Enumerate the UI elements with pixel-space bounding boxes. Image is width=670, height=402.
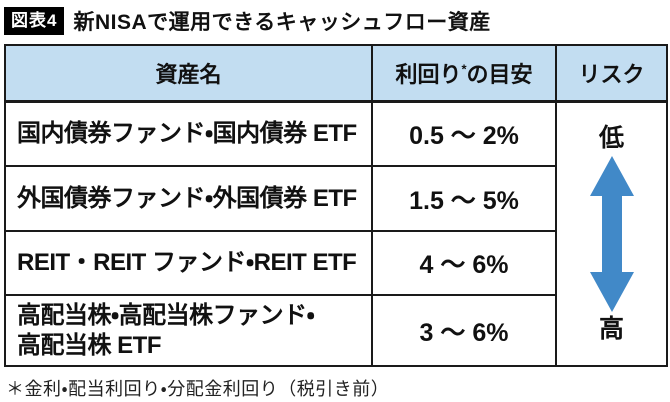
table-row-high-dividend-stocks: 高配当株・高配当株ファンド・ 高配当株 ETF 3 ～ 6% — [4, 294, 667, 367]
yield-cell: 3 ～ 6% — [371, 294, 557, 367]
asset-name-cell: 国内債券ファンド・国内債券 ETF — [4, 100, 373, 167]
yield-header-text: 利回り — [395, 61, 462, 87]
table-row-foreign-bonds: 外国債券ファンド・外国債券 ETF 1.5 ～ 5% — [4, 165, 667, 232]
footnote: ＊金利・配当利回り・分配金利回り（税引き前） — [6, 379, 390, 399]
figure-header: 図表4 新NISAで運用できるキャッシュフロー資産 — [4, 5, 666, 36]
yield-cell: 0.5 ～ 2% — [371, 100, 557, 167]
risk-indicator-cell: 低 高 — [555, 100, 668, 367]
figure-number-badge: 図表4 — [4, 6, 65, 35]
yield-header-suffix: の目安 — [466, 61, 533, 87]
column-header-risk: リスク — [555, 44, 668, 103]
table-row-reit: REIT・REIT ファンド・REIT ETF 4 ～ 6% — [4, 230, 667, 296]
asset-table: 資産名 利回り*の目安 リスク 国内債券ファンド・国内債券 ETF 0.5 ～ … — [4, 44, 668, 367]
table-row-domestic-bonds: 国内債券ファンド・国内債券 ETF 0.5 ～ 2% 低 高 — [4, 100, 668, 367]
yield-cell: 1.5 ～ 5% — [371, 165, 557, 232]
risk-high-label: 高 — [598, 314, 624, 343]
figure-title: 新NISAで運用できるキャッシュフロー資産 — [73, 10, 491, 34]
yield-footnote-marker: * — [461, 61, 467, 77]
risk-low-label: 低 — [598, 123, 624, 152]
yield-cell: 4 ～ 6% — [371, 230, 557, 296]
asset-name-cell: REIT・REIT ファンド・REIT ETF — [4, 230, 373, 296]
asset-name-cell: 外国債券ファンド・外国債券 ETF — [4, 165, 373, 232]
column-header-yield: 利回り*の目安 — [371, 44, 557, 103]
risk-double-arrow-icon — [589, 155, 634, 312]
column-header-asset-name: 資産名 — [4, 44, 373, 103]
risk-indicator: 低 高 — [557, 123, 666, 343]
asset-name-cell: 高配当株・高配当株ファンド・ 高配当株 ETF — [4, 294, 373, 367]
table-header-row: 資産名 利回り*の目安 リスク — [4, 44, 668, 103]
